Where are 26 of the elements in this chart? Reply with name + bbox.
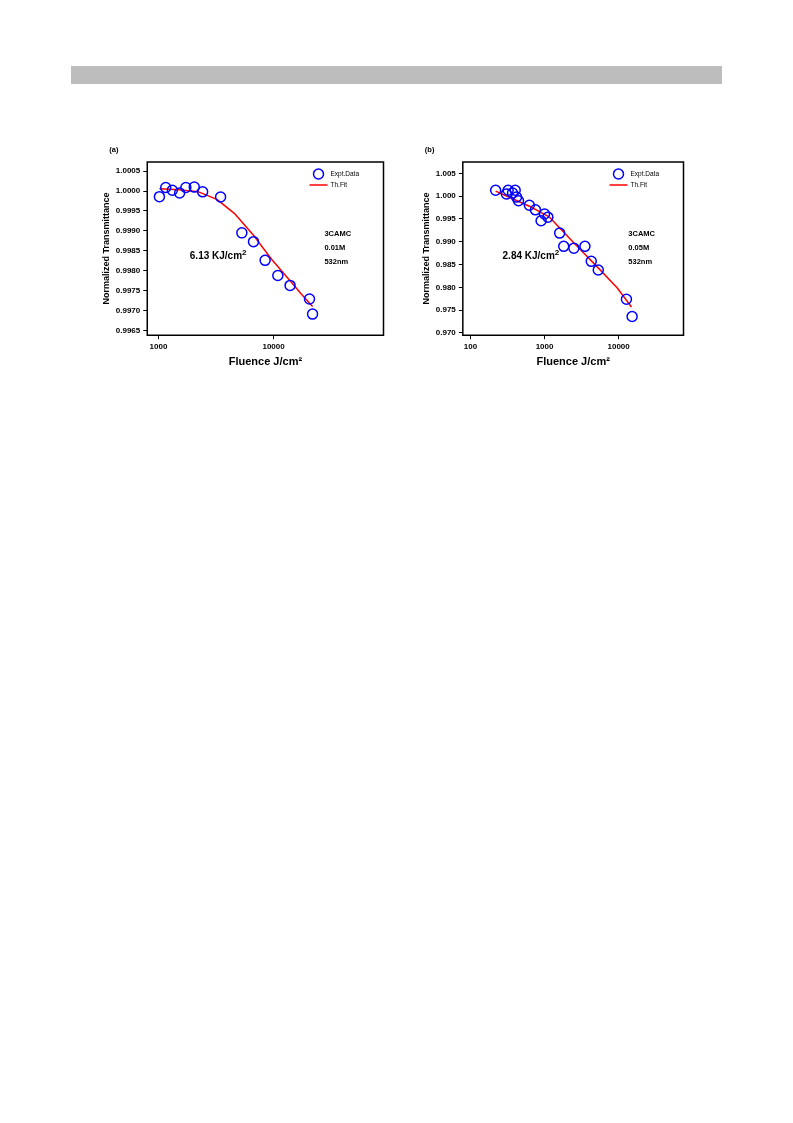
x-tick-label: 10000	[262, 342, 286, 352]
y-tick-label: 0.9990	[115, 226, 141, 236]
y-tick-label: 0.975	[435, 305, 457, 315]
y-axis-title: Normalized Transmittance	[420, 192, 431, 305]
y-tick-label: 0.9985	[115, 245, 141, 255]
y-tick-label: 1.0005	[115, 166, 141, 176]
x-tick-label: 100	[463, 342, 478, 352]
x-tick-label: 1000	[149, 342, 168, 352]
y-tick-label: 0.9995	[115, 206, 141, 216]
x-tick-label: 1000	[535, 342, 554, 352]
x-tick-label: 10000	[607, 342, 631, 352]
y-tick-label: 0.9980	[115, 265, 141, 275]
y-tick-label: 0.980	[435, 282, 457, 292]
y-tick-label: 1.0000	[115, 186, 141, 196]
x-axis-title: Fluence J/cm²	[228, 355, 303, 368]
y-tick-label: 0.995	[435, 214, 457, 224]
y-tick-label: 0.990	[435, 236, 457, 246]
y-tick-label: 0.970	[435, 328, 457, 338]
y-tick-label: 0.9975	[115, 285, 141, 295]
y-tick-label: 0.9970	[115, 305, 141, 315]
y-tick-label: 1.000	[435, 191, 457, 201]
y-tick-label: 1.005	[435, 168, 457, 178]
y-tick-label: 0.9965	[115, 325, 141, 335]
y-tick-label: 0.985	[435, 259, 457, 269]
x-axis-title: Fluence J/cm²	[536, 355, 611, 368]
y-axis-title: Normalized Transmittance	[100, 192, 111, 305]
